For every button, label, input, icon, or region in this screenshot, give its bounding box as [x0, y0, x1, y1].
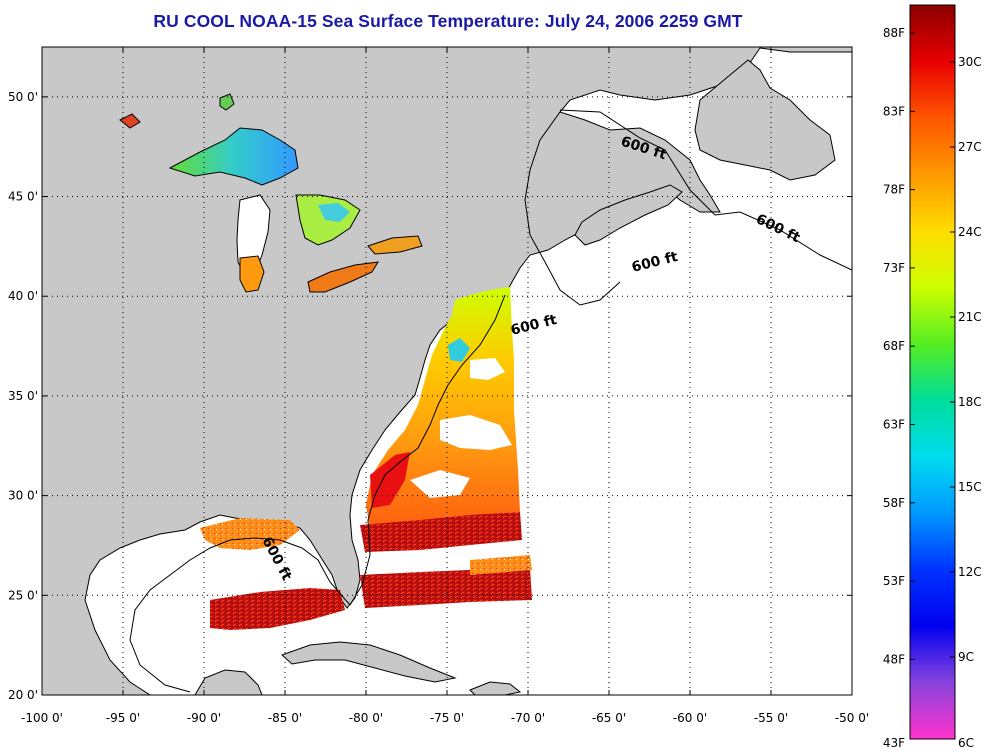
lon-tick-label: -80 0' [349, 711, 383, 725]
sst-swath-florida-strait [360, 512, 522, 552]
cool-inshore-band [448, 338, 470, 362]
cloud-patch-1 [440, 415, 512, 450]
lon-tick-label: -55 0' [754, 711, 788, 725]
lat-axis-labels: 20 0' 25 0' 30 0' 35 0' 40 0' 45 0' 50 0' [8, 90, 38, 702]
lat-tick-label: 35 0' [8, 389, 38, 403]
lat-tick-label: 40 0' [8, 289, 38, 303]
lat-tick-label: 20 0' [8, 688, 38, 702]
map-title: RU COOL NOAA-15 Sea Surface Temperature:… [153, 11, 743, 31]
sst-swath-east-lowlat [470, 555, 532, 575]
gulf-stream-warm [370, 452, 410, 508]
lake-michigan-south [239, 255, 265, 293]
land-cuba [281, 641, 457, 683]
lake-small-1 [119, 113, 141, 129]
land-hispaniola [469, 681, 522, 695]
lon-tick-label: -50 0' [835, 711, 869, 725]
lon-tick-label: -90 0' [187, 711, 221, 725]
lon-tick-label: -100 0' [21, 711, 63, 725]
depth-contour-600ft [129, 109, 852, 693]
lake-ontario [367, 235, 423, 255]
lat-tick-label: 30 0' [8, 489, 38, 503]
lake-nipigon [219, 93, 235, 111]
land-newfoundland [694, 59, 836, 181]
lon-tick-label: -95 0' [106, 711, 140, 725]
lat-tick-label: 45 0' [8, 190, 38, 204]
cloud-patch-2 [410, 470, 470, 498]
lat-tick-label: 25 0' [8, 588, 38, 602]
lat-tick-label: 50 0' [8, 90, 38, 104]
lon-tick-label: -60 0' [673, 711, 707, 725]
lon-tick-label: -85 0' [268, 711, 302, 725]
lon-tick-label: -70 0' [511, 711, 545, 725]
lake-huron-cool [318, 203, 350, 222]
sst-swath-gulf [210, 588, 345, 630]
sst-swath-bahamas [360, 568, 532, 608]
lon-axis-labels: -100 0' -95 0' -90 0' -85 0' -80 0' -75 0' -70… [21, 711, 869, 725]
land-nova-scotia [574, 184, 683, 246]
lon-tick-label: -65 0' [592, 711, 626, 725]
lake-superior [168, 127, 299, 186]
cloud-patch-3 [470, 358, 505, 380]
axis-ticks [41, 47, 853, 696]
grid-lines [42, 47, 852, 695]
lon-tick-label: -75 0' [430, 711, 464, 725]
land-yucatan [194, 669, 263, 695]
lake-erie [307, 261, 379, 293]
